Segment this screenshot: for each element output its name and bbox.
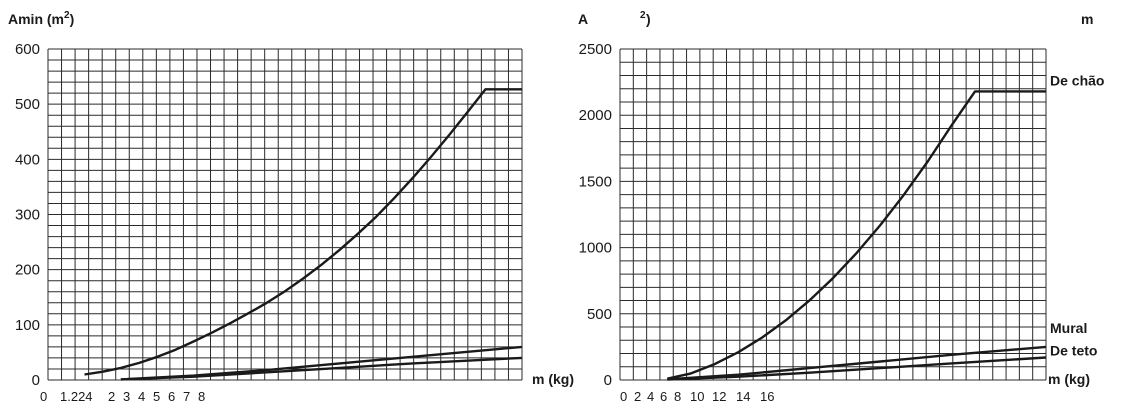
left-y-axis-label-main: Amin (m	[8, 11, 64, 27]
right-y-axis-label: A	[578, 11, 588, 27]
left-y-axis-label-close: )	[70, 11, 75, 27]
left-y-axis-label: Amin (m2)	[8, 10, 74, 27]
y-tick-label: 1500	[579, 173, 612, 190]
y-tick-label: 0	[604, 372, 612, 389]
x-tick-label: 4	[647, 389, 654, 404]
y-tick-label: 500	[587, 306, 612, 323]
series-label: Mural	[1050, 320, 1087, 336]
x-tick-label: 6	[660, 389, 667, 404]
chart-1-grid	[620, 49, 1046, 380]
x-tick-label: 10	[690, 389, 704, 404]
x-tick-label: 7	[183, 389, 190, 404]
y-tick-label: 2000	[579, 107, 612, 124]
x-tick-label: 16	[760, 389, 774, 404]
right-x-axis-label: m (kg)	[1048, 371, 1090, 387]
x-tick-label: 2	[108, 389, 115, 404]
x-tick-label: 0	[40, 389, 47, 404]
x-tick-label: 4	[138, 389, 145, 404]
x-tick-label: 0	[620, 389, 627, 404]
y-tick-label: 400	[15, 151, 40, 168]
series-line-3	[667, 358, 1046, 380]
x-tick-label: 6	[168, 389, 175, 404]
y-tick-label: 100	[15, 317, 40, 334]
chart-0-grid	[48, 49, 522, 380]
series-line-1	[85, 89, 523, 374]
x-tick-label: 2	[634, 389, 641, 404]
x-tick-label: 14	[736, 389, 750, 404]
y-tick-label: 200	[15, 262, 40, 279]
x-tick-label: 3	[123, 389, 130, 404]
right-header-right: m	[1081, 11, 1093, 27]
right-y-axis-label-close: )	[646, 11, 651, 27]
left-x-axis-label: m (kg)	[532, 371, 574, 387]
y-tick-label: 1000	[579, 240, 612, 257]
series-label: De teto	[1050, 342, 1097, 358]
y-tick-label: 600	[15, 41, 40, 58]
series-line-1	[667, 91, 1046, 378]
y-tick-label: 2500	[579, 41, 612, 58]
series-label: De chão	[1050, 72, 1104, 88]
x-tick-label: 8	[198, 389, 205, 404]
y-tick-label: 500	[15, 96, 40, 113]
y-tick-label: 300	[15, 207, 40, 224]
x-tick-label: 1.224	[60, 389, 93, 404]
series-line-2	[667, 347, 1046, 379]
series-line-2	[121, 347, 522, 380]
x-tick-label: 12	[712, 389, 726, 404]
x-tick-label: 5	[153, 389, 160, 404]
x-tick-label: 8	[674, 389, 681, 404]
y-tick-label: 0	[32, 372, 40, 389]
